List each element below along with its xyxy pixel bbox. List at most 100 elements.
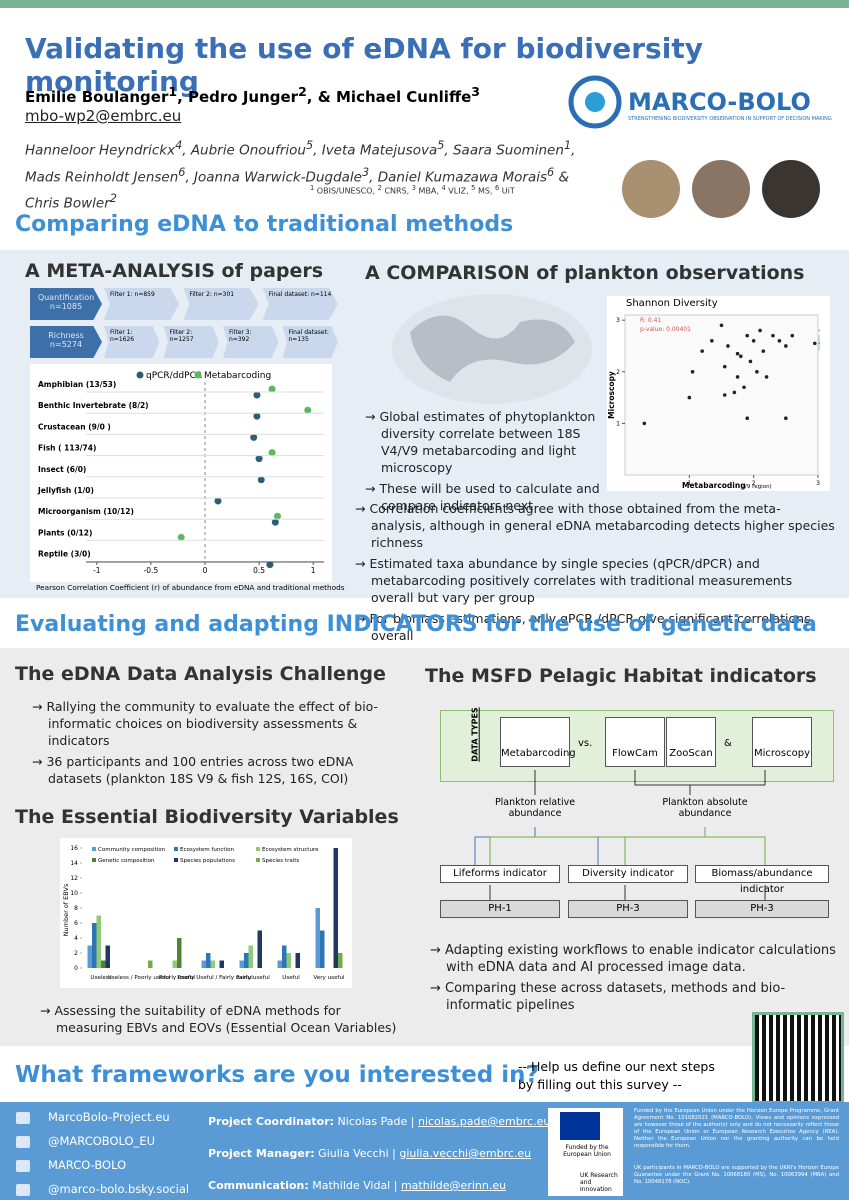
bullet: Adapting existing workflows to enable in… [430,942,840,976]
superscript: 4 [441,184,446,192]
flow-diagram: Quantification n=1085 Filter 1: n=859 Filte… [30,288,340,360]
name: VLIZ, [445,186,472,196]
superscript: 2 [298,84,307,99]
photo [692,160,750,218]
icon [16,1112,30,1124]
title: Validating the use of eDNA for biodivers… [25,32,703,98]
superscript: 1 [563,139,572,152]
superscript: 6 [178,165,186,179]
survey-text: -- Help us define our next steps by fill… [518,1059,715,1092]
bullet: Assessing the suitability of eDNA method… [40,1002,410,1036]
name: , Daniel Kumazawa Morais [369,169,548,185]
logo: MARCO-BOLO [628,88,811,116]
label: vs. [578,738,593,749]
indicator: Lifeforms indicator [440,865,560,883]
heading: A META-ANALYSIS of papers [25,260,324,282]
label: n=5274 [49,340,83,349]
mail: nicolas.pade@embrc.eu [417,1115,551,1128]
icon [16,1160,30,1172]
label: Quantification [37,293,95,302]
email: mbo-wp2@embrc.eu [25,107,182,125]
photo [762,160,820,218]
name: , Saara Suominen [444,142,564,159]
bullet: Rallying the community to evaluate the e… [32,698,382,749]
flow-label: Quantification n=1085 [30,288,102,320]
flow-step: Filter 2: n=301 [183,288,259,320]
name: MS, [475,186,496,196]
flow-step: Final dataset: n=135 [282,326,338,358]
name: MBA, [416,186,442,196]
name: Mathilde Vidal | [308,1179,401,1192]
name: Giulia Vecchi | [314,1147,400,1160]
link: MarcoBolo-Project.eu [48,1110,170,1124]
heading: The eDNA Data Analysis Challenge [15,663,386,685]
top-bar [0,0,849,8]
node: Metabarcoding [500,717,576,767]
section-heading: Evaluating and adapting INDICATORS for t… [15,612,817,637]
name: , Pedro Junger [177,88,299,106]
bullets: Rallying the community to evaluate the e… [32,698,382,791]
name: Nicolas Pade | [334,1115,418,1128]
name: OBIS/UNESCO, [314,186,378,196]
mail: giulia.vecchi@embrc.eu [399,1147,532,1160]
name: , & Michael Cunliffe [306,88,472,106]
flow-label: Richness n=5274 [30,326,102,358]
superscript: 5 [437,139,445,152]
heading: The MSFD Pelagic Habitat indicators [425,665,817,687]
superscript: 2 [109,192,117,205]
section-heading: What frameworks are you interested in? [15,1062,539,1088]
tagline: STRENGTHENING BIODIVERSITY OBSERVATION I… [628,116,832,122]
code: PH-3 [695,900,829,918]
link: MARCO-BOLO [48,1158,127,1172]
logo-icon [568,75,622,129]
code: PH-1 [440,900,560,918]
superscript: 1 [310,184,315,192]
node: FlowCam [605,717,665,767]
label: Richness [48,331,84,340]
icon [16,1184,30,1196]
funding-text: Funded by the European Union under the H… [634,1108,839,1149]
node: ZooScan [666,717,716,767]
bullets: Assessing the suitability of eDNA method… [40,1002,410,1040]
name: Hanneloor Heyndrickx [25,142,176,159]
bullet: Estimated taxa abundance by single speci… [355,555,835,606]
flow-step: Filter 3: n=392 [223,326,279,358]
qr-code [752,1012,844,1104]
name: , Aubrie Onoufriou [182,142,306,159]
authors: Emilie Boulanger1, Pedro Junger2, & Mich… [25,84,480,106]
superscript: 5 [305,139,314,152]
superscript: 5 [471,184,476,192]
eu-flag [560,1112,600,1140]
indicator: Diversity indicator [568,865,688,883]
flow-step: Filter 1: n=1626 [104,326,160,358]
name: UiT [499,186,515,196]
role: Project Manager: [208,1147,315,1160]
name: , Joanna Warwick-Dugdale [185,169,362,185]
contact: Project Coordinator: Nicolas Pade | nico… [208,1115,550,1128]
superscript: 3 [471,84,480,99]
bullet: Comparing these across datasets, methods… [430,980,840,1014]
bullet: 36 participants and 100 entries across t… [32,753,382,787]
indicator: Biomass/abundance indicator [695,865,829,895]
mail: mathilde@erinn.eu [400,1179,507,1192]
bullet: For biomass estimations, only qPCR /dPCR… [355,610,835,644]
superscript: 4 [175,139,183,152]
footer [0,1102,849,1200]
link: @marco-bolo.bsky.social [48,1182,190,1196]
chart-box [30,364,332,582]
superscript: 6 [495,184,500,192]
label: DATA TYPES [470,707,480,762]
label: n=1085 [49,302,83,311]
bullets: Correlation coefficients agree with thos… [355,500,835,648]
superscript: 3 [361,165,370,179]
name: , Iveta Matejusova [313,142,438,159]
node: Microscopy [752,717,812,767]
superscript: 2 [377,184,382,192]
node: Plankton relative abundance [494,797,576,819]
map [392,294,592,404]
role: Communication: [208,1179,309,1192]
contact: Project Manager: Giulia Vecchi | giulia.… [208,1147,531,1160]
name: CNRS, [381,186,412,196]
affiliations: 1 OBIS/UNESCO, 2 CNRS, 3 MBA, 4 VLIZ, 5 … [310,184,515,196]
